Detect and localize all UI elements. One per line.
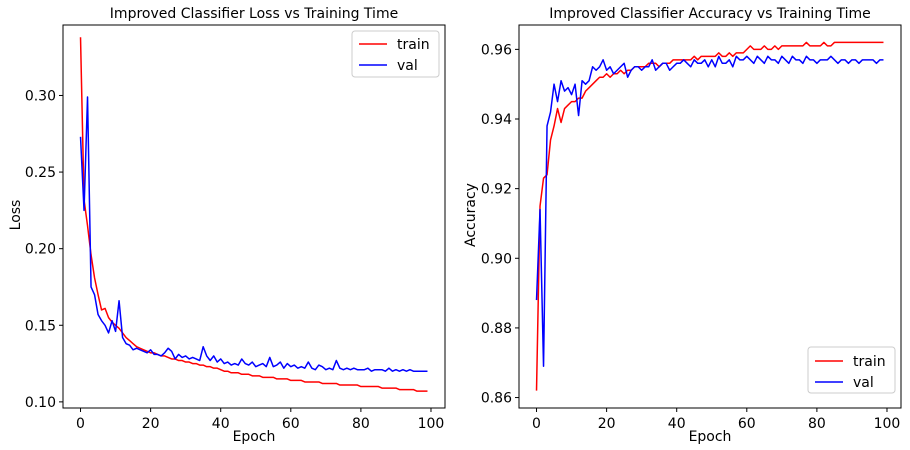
accuracy-ytick-label: 0.90 (481, 251, 512, 267)
accuracy-xtick-label: 100 (874, 416, 901, 432)
loss-chart-title: Improved Classifier Loss vs Training Tim… (110, 6, 398, 22)
accuracy-ytick-label: 0.86 (481, 391, 512, 407)
loss-chart-legend: train val (351, 30, 440, 78)
loss-chart-frame (62, 24, 446, 409)
accuracy-chart-xlabel: Epoch (689, 429, 732, 445)
loss-xtick-label: 100 (418, 416, 445, 432)
accuracy-ytick-label: 0.96 (481, 42, 512, 58)
loss-xtick-label: 0 (76, 416, 85, 432)
accuracy-chart: Improved Classifier Accuracy vs Training… (463, 6, 902, 445)
loss-chart-ylabel: Loss (8, 200, 24, 231)
loss-xtick-label: 40 (212, 416, 230, 432)
accuracy-chart-lines (535, 41, 884, 391)
accuracy-chart-legend: train val (807, 346, 896, 394)
loss-xtick-label: 60 (282, 416, 300, 432)
loss-legend-val-label: val (397, 58, 418, 74)
loss-xtick-label: 80 (352, 416, 370, 432)
loss-ytick-label: 0.15 (25, 318, 56, 334)
loss-ytick-label: 0.30 (25, 88, 56, 104)
accuracy-xtick-label: 40 (668, 416, 686, 432)
loss-xtick-label: 20 (142, 416, 160, 432)
accuracy-xtick-label: 0 (532, 416, 541, 432)
accuracy-ytick-label: 0.88 (481, 321, 512, 337)
accuracy-legend-val-label: val (853, 375, 874, 391)
accuracy-chart-title: Improved Classifier Accuracy vs Training… (549, 6, 871, 22)
accuracy-val-line (535, 55, 884, 367)
loss-ytick-label: 0.10 (25, 395, 56, 411)
accuracy-chart-ylabel: Accuracy (463, 183, 479, 247)
loss-chart: Improved Classifier Loss vs Training Tim… (8, 6, 446, 445)
loss-chart-ticks: 0 20 40 60 80 100 0.10 0.15 0.20 0.25 0.30 (25, 88, 445, 432)
accuracy-legend-train-label: train (853, 354, 886, 370)
loss-legend-train-label: train (397, 37, 430, 53)
loss-val-line (79, 96, 428, 372)
accuracy-xtick-label: 60 (738, 416, 756, 432)
loss-chart-xlabel: Epoch (233, 429, 276, 445)
accuracy-chart-frame (518, 24, 902, 409)
accuracy-ytick-label: 0.94 (481, 112, 512, 128)
loss-chart-lines (79, 37, 428, 392)
accuracy-train-line (535, 41, 884, 391)
loss-train-line (79, 37, 428, 392)
loss-ytick-label: 0.20 (25, 242, 56, 258)
loss-ytick-label: 0.25 (25, 165, 56, 181)
accuracy-xtick-label: 80 (808, 416, 826, 432)
accuracy-chart-ticks: 0 20 40 60 80 100 0.86 0.88 0.90 0.92 0.94 0.96 (481, 42, 901, 432)
accuracy-xtick-label: 20 (598, 416, 616, 432)
accuracy-ytick-label: 0.92 (481, 182, 512, 198)
